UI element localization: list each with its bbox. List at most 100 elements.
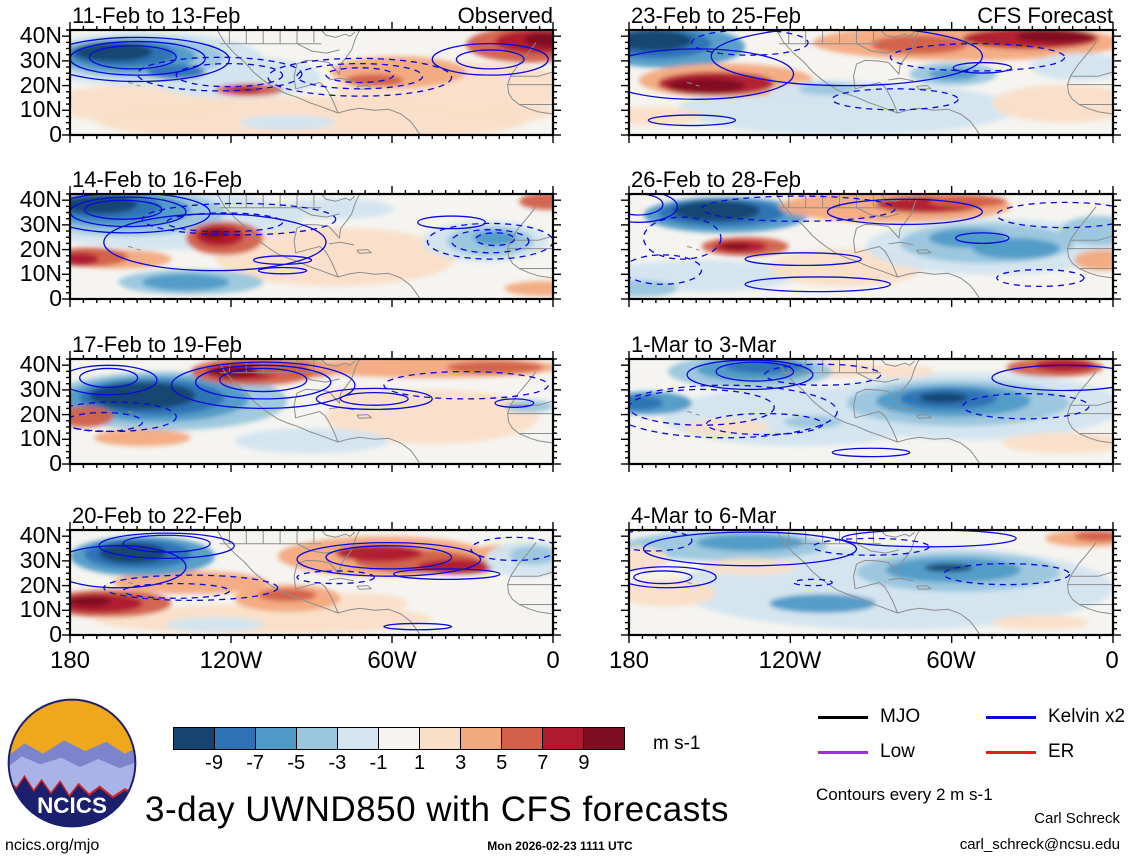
x-axis-tick-label: 60W — [926, 647, 976, 674]
y-axis-tick-label: 0 — [49, 285, 62, 311]
colorbar-cell — [379, 728, 420, 749]
author-email: carl_schreck@ncsu.edu — [959, 836, 1120, 853]
website-url: ncics.org/mjo — [5, 837, 100, 854]
legend-item: Kelvin x2 — [986, 706, 1125, 728]
legend: MJO Kelvin x2 Low ER — [818, 706, 1125, 763]
panel-title: 11-Feb to 13-Feb — [72, 3, 241, 28]
colorbar-tick-label: -9 — [205, 752, 223, 774]
panel-title: 14-Feb to 16-Feb — [72, 167, 242, 192]
legend-item: ER — [986, 741, 1125, 763]
map-panel-observed-3: 17-Feb to 19-Feb 40N 30N 20N 10N 0 — [20, 333, 561, 476]
colorbar-cell — [502, 728, 543, 749]
legend-label: ER — [1048, 741, 1075, 762]
x-axis-tick-label: 180 — [608, 647, 650, 674]
y-axis-tick-label: 0 — [49, 621, 62, 647]
legend-item: Low — [818, 741, 986, 763]
y-axis-tick-label: 10N — [19, 96, 62, 123]
map-panel-observed-1: 11-Feb to 13-Feb Observed 40N 30N 20N 10N 0 — [20, 4, 561, 147]
colorbar-cell — [584, 728, 624, 749]
figure-title: 3-day UWND850 with CFS forecasts — [145, 790, 729, 829]
y-axis-tick-label: 30N — [19, 210, 62, 237]
panel-title: 17-Feb to 19-Feb — [72, 332, 242, 357]
colorbar-tick-label: -3 — [328, 752, 347, 774]
map-canvas — [620, 186, 1122, 307]
map-canvas — [62, 22, 561, 143]
y-axis-tick-label: 0 — [49, 121, 62, 147]
colorbar-cell — [215, 728, 256, 749]
y-axis-tick-label: 10N — [19, 596, 62, 623]
legend-label: MJO — [880, 706, 921, 727]
colorbar-labels: -9 -7 -5 -3 -1 1 3 5 7 9 — [173, 752, 625, 776]
colorbar-cell — [297, 728, 338, 749]
colorbar-tick-label: 5 — [496, 752, 508, 774]
colorbar-tick-label: -5 — [287, 752, 306, 774]
map-canvas — [62, 351, 561, 472]
logo-text: NCICS — [37, 793, 107, 818]
legend-line-swatch — [818, 715, 868, 719]
colorbar-cell — [461, 728, 502, 749]
legend-label: Low — [880, 741, 915, 762]
ncics-logo: NCICS — [7, 698, 137, 828]
contour-interval-note: Contours every 2 m s-1 — [816, 785, 993, 804]
panel-title: 26-Feb to 28-Feb — [631, 167, 801, 192]
column-label-forecast: CFS Forecast — [977, 3, 1113, 28]
legend-item: MJO — [818, 706, 986, 728]
colorbar-tick-label: 1 — [413, 752, 426, 774]
legend-label: Kelvin x2 — [1048, 706, 1126, 727]
y-axis-tick-label: 10N — [19, 260, 62, 287]
map-canvas — [62, 186, 561, 307]
x-axis-tick-label: 0 — [546, 647, 560, 674]
y-axis-tick-label: 20N — [19, 400, 62, 427]
y-axis-tick-label: 10N — [19, 425, 62, 452]
y-axis-tick-label: 40N — [19, 351, 62, 378]
map-panel-forecast-3: 1-Mar to 3-Mar — [620, 333, 1122, 472]
panel-title: 23-Feb to 25-Feb — [631, 3, 801, 28]
column-label-observed: Observed — [457, 3, 553, 28]
y-axis-tick-label: 30N — [19, 46, 62, 73]
map-panel-forecast-4: 4-Mar to 6-Mar 180 120W 60W 0 — [609, 504, 1122, 674]
colorbar-tick-label: 9 — [578, 752, 590, 774]
panel-title: 4-Mar to 6-Mar — [631, 503, 777, 528]
map-canvas — [620, 22, 1122, 143]
y-axis-tick-label: 40N — [19, 22, 62, 49]
map-canvas — [620, 351, 1122, 472]
y-axis-tick-label: 0 — [49, 450, 62, 476]
x-axis-tick-label: 120W — [758, 647, 822, 674]
timestamp: Mon 2026-02-23 1111 UTC — [487, 839, 633, 853]
colorbar-tick-label: 3 — [455, 752, 467, 774]
y-axis-tick-label: 40N — [19, 522, 62, 549]
map-panel-observed-2: 14-Feb to 16-Feb 40N 30N 20N 10N 0 — [20, 168, 561, 311]
colorbar-cell — [256, 728, 297, 749]
panel-title: 1-Mar to 3-Mar — [631, 332, 777, 357]
legend-line-swatch — [818, 750, 868, 754]
y-axis-tick-label: 40N — [19, 186, 62, 213]
colorbar-cell — [338, 728, 379, 749]
x-axis-tick-label: 0 — [1105, 647, 1119, 674]
colorbar-tick-label: -1 — [369, 752, 388, 774]
colorbar-tick-label: -7 — [246, 752, 265, 774]
y-axis-tick-label: 20N — [19, 235, 62, 262]
y-axis-tick-label: 30N — [19, 546, 62, 573]
colorbar-cell — [543, 728, 584, 749]
colorbar-cell — [420, 728, 461, 749]
x-axis-tick-label: 120W — [199, 647, 263, 674]
colorbar-units-label: m s-1 — [653, 733, 701, 754]
map-panel-forecast-1: 23-Feb to 25-Feb CFS Forecast — [620, 4, 1122, 143]
panel-title: 20-Feb to 22-Feb — [72, 503, 242, 528]
map-panel-forecast-2: 26-Feb to 28-Feb — [620, 168, 1122, 307]
colorbar — [173, 727, 625, 750]
y-axis-tick-label: 30N — [19, 375, 62, 402]
map-panel-observed-4: 20-Feb to 22-Feb 40N 30N 20N 10N 0 180 120W 60W… — [20, 504, 561, 674]
y-axis-tick-label: 20N — [19, 571, 62, 598]
colorbar-cell — [174, 728, 215, 749]
legend-line-swatch — [986, 715, 1036, 719]
y-axis-tick-label: 20N — [19, 71, 62, 98]
legend-line-swatch — [986, 750, 1036, 754]
x-axis-tick-label: 60W — [367, 647, 417, 674]
map-canvas — [62, 522, 561, 643]
map-canvas — [620, 522, 1122, 643]
author-credit: Carl Schreck — [1034, 810, 1120, 827]
colorbar-tick-label: 7 — [537, 752, 549, 774]
x-axis-tick-label: 180 — [49, 647, 91, 674]
